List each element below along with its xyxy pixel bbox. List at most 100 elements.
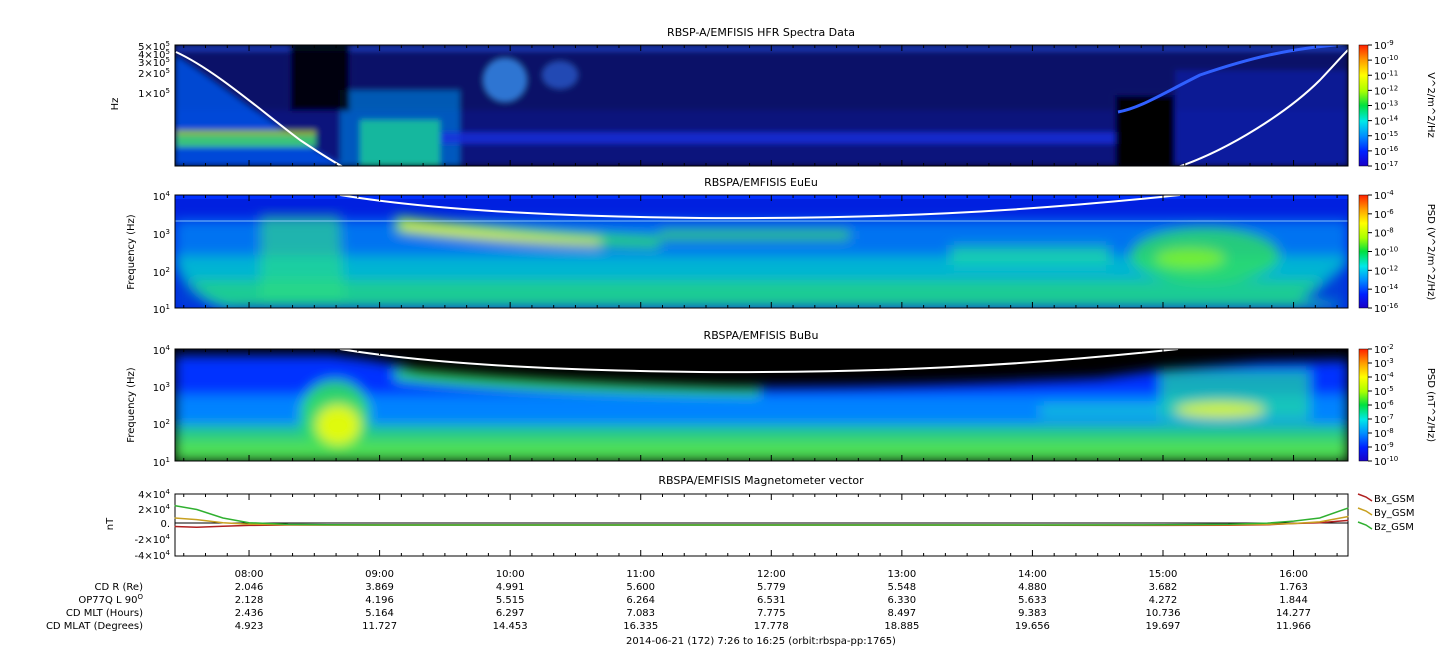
panel4-ytick: -4×104	[134, 549, 170, 562]
panel4-ytick: -2×104	[134, 533, 170, 546]
colorbar-tick-label: 10-10	[1374, 455, 1398, 468]
colorbar-tick-label: 10-12	[1374, 264, 1398, 277]
colorbar-tick-label: 10-8	[1374, 227, 1394, 240]
ephemeris-value: 2.046	[235, 582, 264, 593]
colorbar-tick-label: 10-16	[1374, 145, 1399, 158]
colorbar-tick-label: 10-4	[1374, 189, 1394, 202]
ephemeris-value: 2.436	[235, 608, 264, 619]
panel4-title: RBSPA/EMFISIS Magnetometer vector	[658, 474, 864, 487]
ephemeris-value: 7.775	[757, 608, 786, 619]
ephemeris-value: 8.497	[888, 608, 917, 619]
colorbar-1-ticks: 10-9 10-10 10-11 10-12 10-13 10-14 10-15 10-16 1…	[1368, 39, 1399, 173]
panel4-ytick: 0.	[160, 519, 170, 530]
colorbar-tick-label: 10-17	[1374, 160, 1398, 173]
ephemeris-value: 2.128	[235, 595, 264, 606]
panel2-ytick: 104	[153, 190, 171, 203]
colorbar-2-label: PSD (V^2/m^2/Hz)	[1425, 204, 1436, 301]
colorbar-tick-label: 10-3	[1374, 357, 1394, 370]
ephemeris-value: 6.330	[888, 595, 917, 606]
ephemeris-value: 5.633	[1018, 595, 1047, 606]
colorbar-tick-label: 10-14	[1374, 283, 1399, 296]
colorbar-3-label: PSD (nT^2/Hz)	[1425, 368, 1436, 442]
panel3-ytick: 102	[153, 418, 170, 431]
panel1-ytick: 1×105	[138, 87, 170, 100]
panel1-ylabel: Hz	[110, 98, 121, 111]
ephemeris-value: 10.736	[1145, 608, 1180, 619]
ephemeris-row-label: OP77Q L 90O	[78, 593, 143, 606]
time-tick-label: 09:00	[365, 569, 394, 580]
colorbar-tick-label: 10-6	[1374, 208, 1394, 221]
colorbar-tick-label: 10-7	[1374, 413, 1394, 426]
colorbar-tick-label: 10-14	[1374, 115, 1399, 128]
panel4-ytick: 4×104	[138, 488, 170, 501]
ephemeris-value: 14.277	[1276, 608, 1311, 619]
legend-item-by: By_GSM	[1357, 507, 1415, 519]
panel1-ytick: 2×105	[138, 67, 170, 80]
ephemeris-value: 19.656	[1015, 621, 1050, 632]
ephemeris-row-label: CD MLT (Hours)	[66, 608, 143, 619]
ephemeris-table: CD R (Re) 2.046 3.869 4.991 5.600 5.779 5.548 4…	[46, 582, 1311, 632]
colorbar-3-ticks: 10-210-310-410-510-610-710-810-910-10	[1368, 343, 1398, 468]
ephemeris-value: 1.844	[1279, 595, 1308, 606]
panel4-ylabel: nT	[105, 517, 116, 530]
ephemeris-value: 4.923	[235, 621, 264, 632]
colorbar-tick-label: 10-9	[1374, 441, 1394, 454]
colorbar-tick-label: 10-12	[1374, 84, 1398, 97]
panel1-y-ticks: 5×105 4×105 3×105 2×105 1×105	[138, 40, 170, 100]
time-tick-label: 13:00	[887, 569, 916, 580]
ephemeris-value: 5.779	[757, 582, 786, 593]
ephemeris-value: 9.383	[1018, 608, 1047, 619]
ephemeris-value: 4.272	[1149, 595, 1178, 606]
ephemeris-value: 11.966	[1276, 621, 1311, 632]
panel4-y-ticks: 4×104 2×104 0. -2×104 -4×104	[134, 488, 170, 562]
ephemeris-value: 16.335	[623, 621, 658, 632]
time-tick-label: 16:00	[1279, 569, 1308, 580]
panel1-ytick: 3×105	[138, 56, 170, 69]
panel3-title: RBSPA/EMFISIS BuBu	[704, 329, 819, 342]
panel4-lines	[174, 504, 1349, 529]
panel3-spectrogram	[175, 349, 1348, 461]
colorbar-tick-label: 10-15	[1374, 130, 1398, 143]
ephemeris-value: 11.727	[362, 621, 397, 632]
panel1-title: RBSP-A/EMFISIS HFR Spectra Data	[667, 26, 855, 39]
legend-label: Bx_GSM	[1374, 494, 1415, 505]
time-axis-ticks: 08:00 09:00 10:00 11:00 12:00 13:00 14:00 15:00…	[183, 45, 1338, 580]
panel2-ytick: 103	[153, 228, 170, 241]
ephemeris-value: 6.297	[496, 608, 525, 619]
ephemeris-value: 6.531	[757, 595, 786, 606]
panel2-y-ticks: 104 103 102 101	[153, 190, 171, 316]
ephemeris-value: 18.885	[884, 621, 919, 632]
series-line-bz_gsm	[174, 504, 1349, 526]
legend-item-bz: Bz_GSM	[1357, 521, 1414, 533]
time-tick-label: 11:00	[626, 569, 655, 580]
colorbar-tick-label: 10-10	[1374, 246, 1398, 259]
colorbar-2-ticks: 10-4 10-6 10-8 10-10 10-12 10-14 10-16	[1368, 189, 1399, 315]
ephemeris-row-label: CD MLAT (Degrees)	[46, 621, 143, 632]
colorbar-tick-label: 10-6	[1374, 399, 1394, 412]
colorbar-tick-label: 10-13	[1374, 100, 1398, 113]
colorbar-tick-label: 10-11	[1374, 69, 1398, 82]
panel3-ylabel: Frequency (Hz)	[126, 367, 137, 443]
ephemeris-value: 4.991	[496, 582, 525, 593]
ephemeris-value: 6.264	[626, 595, 655, 606]
ephemeris-value: 5.515	[496, 595, 525, 606]
ephemeris-value: 4.880	[1018, 582, 1047, 593]
ephemeris-value: 5.548	[888, 582, 917, 593]
ephemeris-row-label: CD R (Re)	[95, 582, 144, 593]
panel3-ytick: 103	[153, 381, 170, 394]
time-tick-label: 14:00	[1018, 569, 1047, 580]
ephemeris-value: 7.083	[626, 608, 655, 619]
legend-label: Bz_GSM	[1374, 522, 1414, 533]
panel4-legend: Bx_GSM By_GSM Bz_GSM	[1357, 493, 1415, 533]
ephemeris-value: 14.453	[493, 621, 528, 632]
ephemeris-value: 17.778	[754, 621, 789, 632]
panel2-ylabel: Frequency (Hz)	[126, 214, 137, 290]
colorbar-1-label: V^2/m^2/Hz	[1425, 72, 1436, 138]
ephemeris-value: 3.869	[365, 582, 394, 593]
panel4-ytick: 2×104	[138, 503, 170, 516]
colorbar-tick-label: 10-2	[1374, 343, 1394, 356]
panel1-spectrogram	[175, 45, 1348, 166]
panel1-ytick: 5×105	[138, 40, 170, 53]
panel3-y-ticks: 104 103 102 101	[153, 344, 171, 469]
